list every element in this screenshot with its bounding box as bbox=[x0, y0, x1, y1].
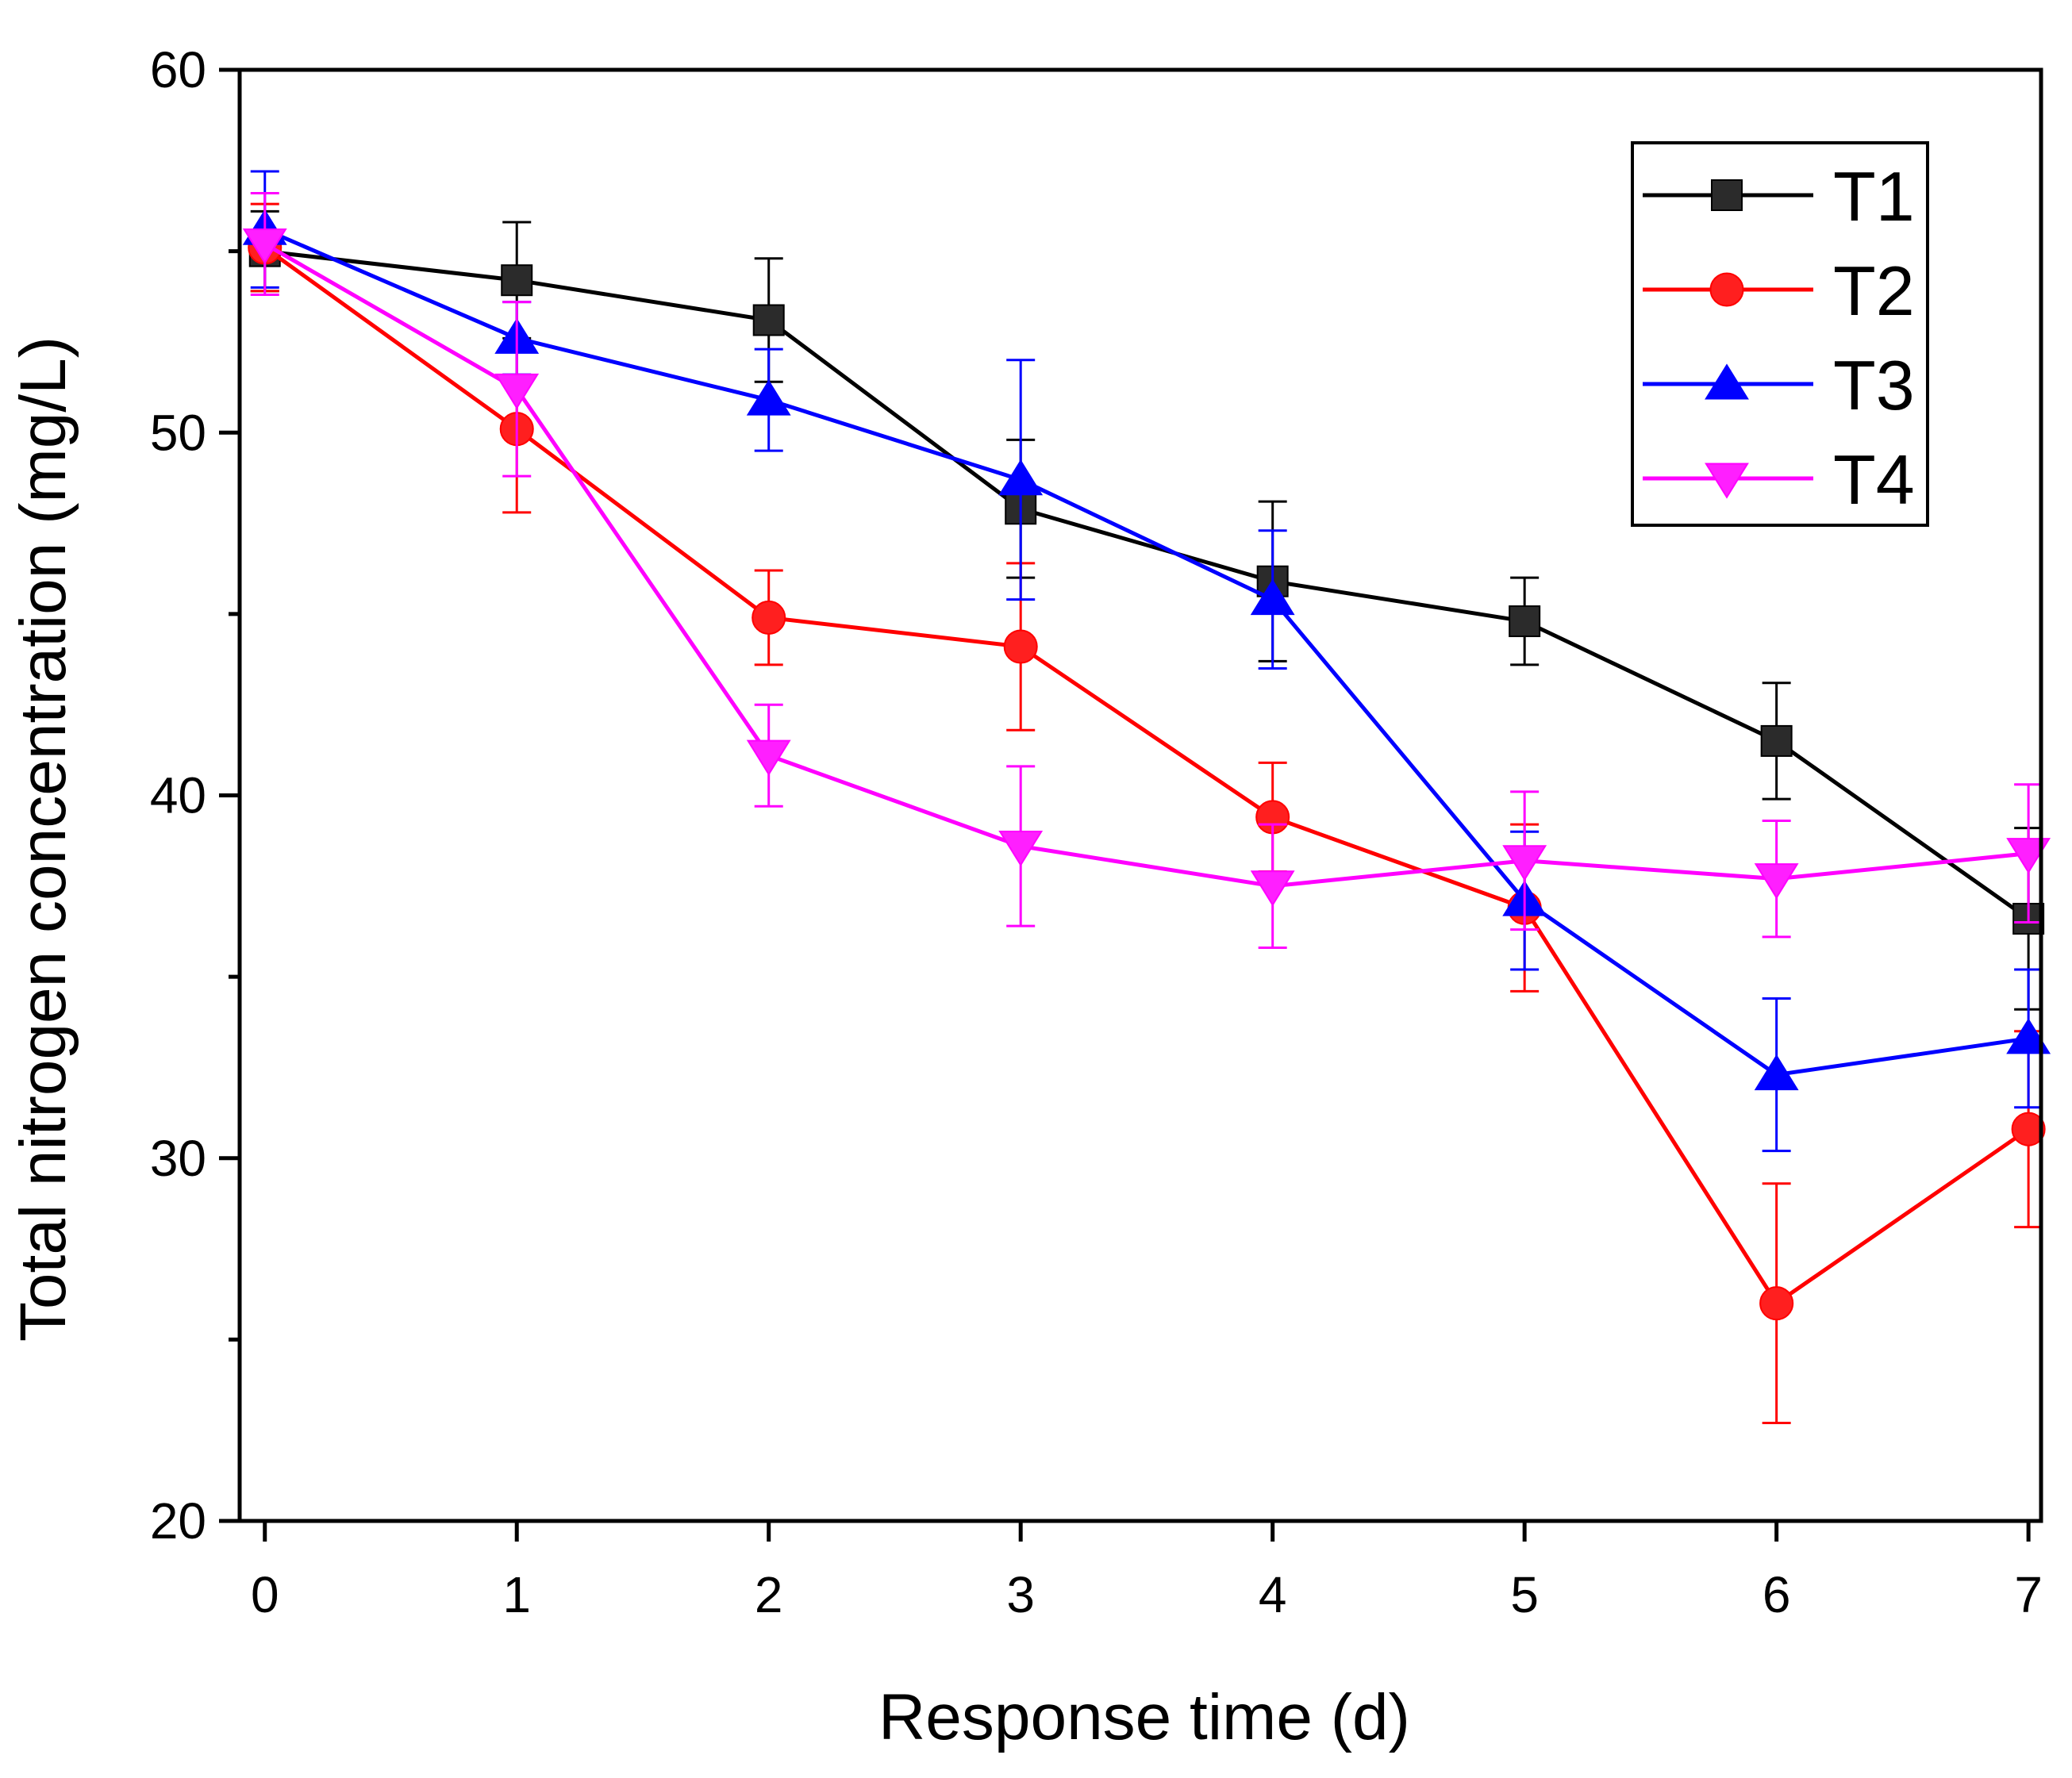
x-tick-label: 7 bbox=[2014, 1566, 2043, 1623]
legend-item-T1: T1 bbox=[1643, 157, 1915, 236]
legend: T1 T2 T3 T4 bbox=[1631, 141, 1929, 527]
data-point-T4 bbox=[1502, 845, 1547, 881]
data-point-T2 bbox=[2011, 1112, 2046, 1146]
x-tick-label: 6 bbox=[1763, 1566, 1791, 1623]
data-point-T4 bbox=[1250, 870, 1295, 907]
series-line-T1 bbox=[264, 249, 2030, 921]
series-line-T2 bbox=[263, 246, 2030, 1306]
data-point-T1 bbox=[1760, 724, 1793, 757]
y-tick-label: 50 bbox=[150, 404, 206, 461]
data-point-T4 bbox=[1754, 863, 1799, 900]
data-point-T1 bbox=[501, 264, 533, 297]
legend-item-T2: T2 bbox=[1643, 252, 1915, 330]
legend-box bbox=[1631, 141, 1929, 527]
legend-label: T2 bbox=[1833, 252, 1915, 330]
legend-label: T1 bbox=[1833, 157, 1915, 236]
plot-series-layer bbox=[242, 170, 2051, 1425]
x-tick-label: 5 bbox=[1510, 1566, 1539, 1623]
data-point-T2 bbox=[752, 600, 786, 635]
data-point-T3 bbox=[2006, 1018, 2051, 1054]
series-line-T4 bbox=[263, 242, 2029, 889]
y-tick-label: 30 bbox=[150, 1130, 206, 1187]
data-point-T3 bbox=[1250, 578, 1295, 616]
data-point-T2 bbox=[1003, 629, 1038, 664]
y-tick-label: 60 bbox=[150, 41, 206, 98]
data-point-T1 bbox=[752, 304, 785, 336]
data-point-T3 bbox=[1754, 1054, 1799, 1091]
legend-marker bbox=[1705, 463, 1749, 499]
data-point-T4 bbox=[242, 228, 287, 265]
data-point-T1 bbox=[1509, 605, 1541, 638]
series-T4 bbox=[242, 191, 2051, 950]
y-axis-title: Total nitrogen concentration (mg/L) bbox=[7, 336, 79, 1342]
y-tick-label: 40 bbox=[150, 767, 206, 824]
legend-item-T3: T3 bbox=[1643, 346, 1915, 424]
axes-layer: 0 1 2 3 4 5 6 7 20 30 40 50 60 bbox=[150, 41, 2043, 1623]
data-point-T4 bbox=[746, 739, 791, 776]
x-axis-title: Response time (d) bbox=[878, 1681, 1410, 1753]
data-point-T4 bbox=[998, 830, 1044, 867]
data-point-T4 bbox=[2006, 838, 2051, 874]
x-tick-label: 0 bbox=[251, 1566, 279, 1623]
data-point-T4 bbox=[494, 373, 540, 410]
legend-item-T4: T4 bbox=[1643, 440, 1915, 519]
legend-marker bbox=[1709, 272, 1744, 307]
x-tick-label: 3 bbox=[1006, 1566, 1035, 1623]
data-point-T3 bbox=[998, 459, 1044, 496]
legend-label: T3 bbox=[1833, 346, 1915, 424]
x-tick-label: 4 bbox=[1259, 1566, 1287, 1623]
x-tick-label: 2 bbox=[755, 1566, 783, 1623]
series-T3 bbox=[242, 170, 2051, 1153]
data-point-T2 bbox=[1759, 1286, 1794, 1321]
x-tick-label: 1 bbox=[502, 1566, 531, 1623]
legend-label: T4 bbox=[1833, 440, 1915, 519]
data-point-T3 bbox=[746, 379, 791, 416]
legend-marker bbox=[1705, 363, 1749, 400]
legend-marker bbox=[1711, 179, 1743, 211]
y-tick-label: 20 bbox=[150, 1492, 206, 1550]
series-line-T3 bbox=[263, 227, 2029, 1077]
